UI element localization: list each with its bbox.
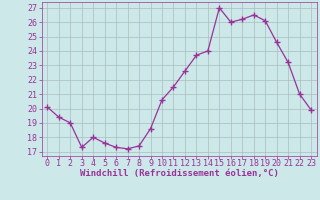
X-axis label: Windchill (Refroidissement éolien,°C): Windchill (Refroidissement éolien,°C): [80, 169, 279, 178]
